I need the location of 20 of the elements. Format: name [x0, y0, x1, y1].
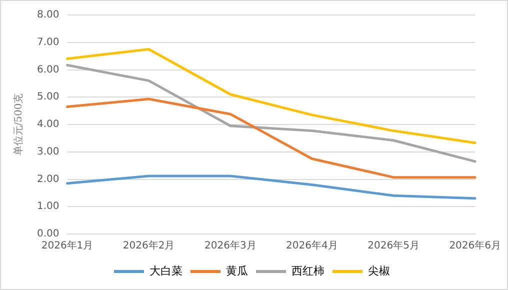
x-tick-label: 2026年2月 [122, 240, 175, 252]
y-tick-label: 5.00 [37, 92, 60, 103]
y-tick-label: 7.00 [37, 36, 60, 48]
x-tick-label: 2026年1月 [41, 240, 94, 252]
y-tick-label: 4.00 [37, 119, 60, 130]
y-tick-label: 2.00 [37, 174, 60, 185]
y-tick-label: 8.00 [37, 10, 60, 21]
x-tick-label: 2026年5月 [368, 240, 420, 252]
y-tick-label: 0.00 [37, 228, 60, 240]
legend-label: 尖椒 [368, 264, 390, 278]
legend-label: 黄瓜 [226, 264, 248, 278]
x-tick-label: 2026年4月 [286, 240, 338, 252]
x-tick-label: 2026年6月 [449, 240, 501, 252]
y-tick-label: 6.00 [37, 64, 60, 76]
y-tick-label: 1.00 [37, 201, 60, 212]
legend-label: 西红柿 [292, 264, 324, 278]
y-axis-title: 单位元/500克 [12, 93, 25, 156]
legend-label: 大白菜 [150, 264, 182, 278]
x-tick-label: 2026年3月 [204, 240, 256, 252]
y-tick-label: 3.00 [37, 146, 60, 158]
